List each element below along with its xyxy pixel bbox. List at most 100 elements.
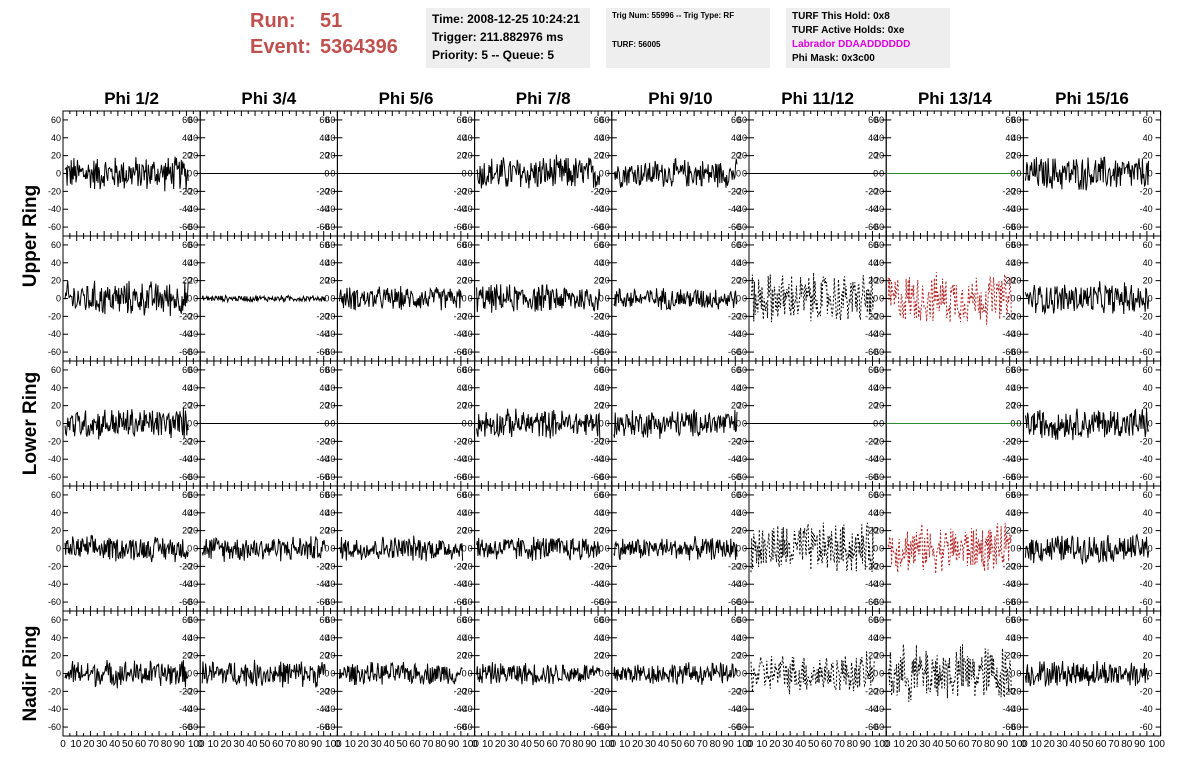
y-tick-label: 0 [742,419,747,429]
row-group-label: Lower Ring [20,372,41,475]
y-tick-label: 20 [1143,651,1153,661]
y-tick-label: 20 [182,401,192,411]
y-tick-label: 0 [187,544,192,554]
y-tick-label: -20 [1002,311,1015,321]
y-tick-label: -20 [865,311,878,321]
y-tick-label: 0 [1010,669,1015,679]
y-tick-label: -20 [454,436,467,446]
y-tick-label: 20 [737,401,747,411]
x-tick-label: 70 [971,739,983,750]
y-tick-label: 40 [1005,133,1015,143]
y-tick-label: -40 [316,454,329,464]
y-tick-label: 20 [600,526,610,536]
y-tick-label: -20 [316,561,329,571]
y-tick-label: 40 [737,383,747,393]
y-tick-label: 20 [600,651,610,661]
panel-frame [336,610,476,737]
x-tick-label: 40 [658,739,670,750]
y-tick-label: 20 [1005,651,1015,661]
y-tick-label: 40 [457,258,467,268]
y-tick-label: -40 [322,454,335,464]
y-tick-label: -20 [322,436,335,446]
y-tick-label: -20 [322,311,335,321]
y-tick-label: -20 [728,436,741,446]
y-tick-label: 40 [1143,633,1153,643]
y-tick-label: 20 [188,651,198,661]
y-tick-label: 60 [874,365,884,375]
y-tick-label: 60 [1005,365,1015,375]
y-tick-label: 40 [600,258,610,268]
y-tick-label: -60 [1140,472,1153,482]
y-tick-label: -60 [460,222,473,232]
y-tick-label: -20 [1140,561,1153,571]
trace-line [201,659,326,688]
y-tick-label: -40 [871,704,884,714]
x-tick-label: 0 [1021,739,1027,750]
y-tick-label: 20 [463,526,473,536]
y-tick-label: 40 [1011,633,1021,643]
y-tick-label: 0 [599,544,604,554]
run-event-box: Run: 51 Event: 5364396 [250,8,398,60]
y-tick-label: 20 [1143,401,1153,411]
y-tick-label: -20 [1002,186,1015,196]
y-tick-label: 60 [1011,490,1021,500]
y-tick-label: 40 [1005,633,1015,643]
y-tick-label: 40 [594,383,604,393]
y-tick-label: -20 [185,686,198,696]
trace-line [201,294,326,304]
y-tick-label: -20 [591,561,604,571]
y-tick-label: 20 [1005,151,1015,161]
y-tick-label: -40 [728,579,741,589]
y-tick-label: 20 [731,401,741,411]
y-tick-label: 40 [737,508,747,518]
y-tick-label: 20 [600,151,610,161]
y-tick-label: -60 [871,722,884,732]
y-tick-label: 60 [874,490,884,500]
x-tick-label: 0 [609,739,615,750]
y-tick-label: 60 [463,240,473,250]
x-tick-label: 70 [148,739,160,750]
y-tick-label: -60 [1008,597,1021,607]
y-tick-label: 20 [737,526,747,536]
y-tick-label: -20 [48,311,61,321]
x-tick-label: 10 [1031,739,1043,750]
y-tick-label: -20 [865,686,878,696]
y-tick-label: -40 [185,704,198,714]
x-tick-label: 60 [409,739,421,750]
y-tick-label: 0 [1148,169,1153,179]
y-tick-label: -40 [322,704,335,714]
y-tick-label: 60 [737,615,747,625]
y-tick-label: -20 [179,436,192,446]
y-tick-label: 20 [457,151,467,161]
trace-line [1024,533,1150,565]
y-tick-label: 20 [51,151,61,161]
y-tick-label: -40 [591,579,604,589]
y-tick-label: 60 [182,615,192,625]
y-tick-label: 40 [594,258,604,268]
turf-info-box: TURF This Hold: 0x8 TURF Active Holds: 0… [786,8,950,68]
y-tick-label: -40 [597,579,610,589]
y-tick-label: 20 [51,651,61,661]
x-tick-label: 90 [585,739,597,750]
y-tick-label: 40 [182,383,192,393]
y-tick-label: 0 [599,419,604,429]
y-tick-label: 60 [1005,490,1015,500]
y-tick-label: -20 [728,686,741,696]
y-tick-label: -20 [179,561,192,571]
y-tick-label: 20 [594,151,604,161]
y-tick-label: 0 [330,544,335,554]
y-tick-label: 60 [737,365,747,375]
trace-line [1024,156,1150,191]
y-tick-label: -40 [316,704,329,714]
x-tick-label: 80 [1121,739,1133,750]
y-tick-label: 60 [737,490,747,500]
y-tick-label: 40 [1005,508,1015,518]
x-tick-label: 90 [997,739,1009,750]
trace-line [64,407,189,440]
y-tick-label: 40 [457,133,467,143]
y-tick-label: -40 [322,579,335,589]
column-header: Phi 3/4 [241,89,296,108]
y-tick-label: 0 [324,294,329,304]
y-tick-label: 60 [1143,240,1153,250]
y-tick-label: -40 [728,329,741,339]
